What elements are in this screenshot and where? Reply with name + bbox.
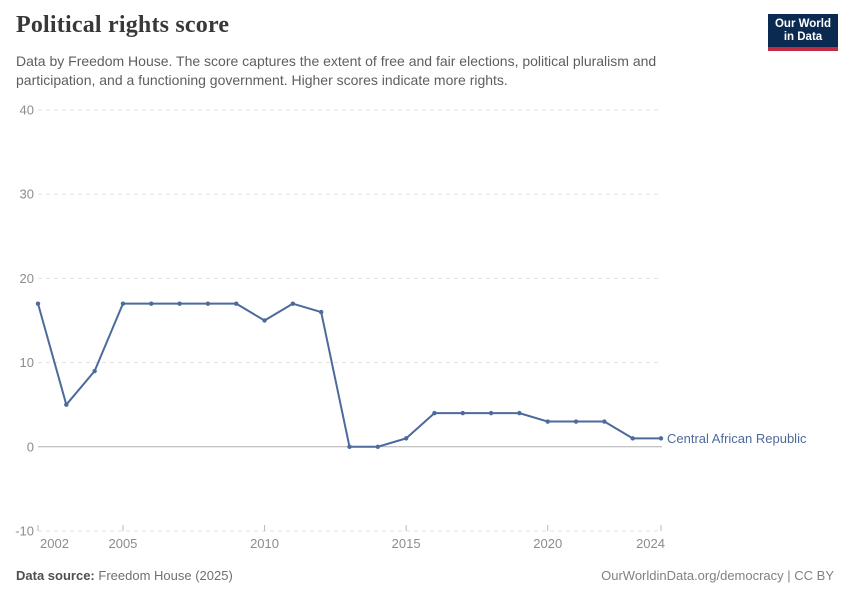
data-point — [573, 419, 579, 424]
x-axis-tick-label: 2005 — [108, 536, 137, 551]
y-axis-tick-label: 10 — [20, 355, 34, 370]
chart-subtitle: Data by Freedom House. The score capture… — [16, 52, 656, 90]
data-point — [177, 301, 182, 306]
data-point — [64, 402, 69, 407]
data-point — [120, 301, 126, 306]
y-axis-tick-label: 0 — [27, 439, 34, 454]
x-axis-tick-label: 2002 — [40, 536, 69, 551]
data-point — [658, 436, 664, 441]
data-point — [488, 410, 494, 416]
y-axis-tick-label: 40 — [20, 103, 34, 118]
data-source-label: Data source: — [16, 568, 95, 583]
data-point — [262, 318, 267, 323]
y-axis-tick-label: 20 — [20, 271, 34, 286]
data-point — [432, 410, 437, 416]
owid-logo-line1: Our World — [774, 17, 831, 30]
chart-subtitle-line1: Data by Freedom House. The score capture… — [16, 53, 657, 69]
data-point — [35, 301, 41, 306]
y-axis-tick-label: -10 — [15, 524, 34, 539]
data-point — [602, 419, 607, 424]
owid-logo-line2: in Data — [783, 30, 823, 43]
data-point — [375, 444, 381, 449]
data-point — [347, 444, 352, 449]
x-axis-tick-label: 2020 — [533, 536, 562, 551]
data-point — [149, 301, 154, 306]
data-point — [630, 436, 635, 441]
data-point — [545, 419, 550, 424]
data-source-value: Freedom House (2025) — [98, 568, 233, 583]
data-point — [517, 410, 522, 416]
x-axis-tick-label: 2024 — [636, 536, 665, 551]
data-point — [460, 410, 465, 416]
data-point — [92, 368, 97, 374]
page-title: Political rights score — [16, 12, 230, 38]
data-point — [234, 301, 239, 306]
data-point — [318, 309, 324, 315]
owid-logo: Our World in Data — [768, 14, 838, 51]
data-point — [205, 301, 211, 306]
x-axis-tick-label: 2015 — [392, 536, 421, 551]
data-point — [403, 436, 409, 441]
series-end-label: Central African Republic — [667, 431, 807, 446]
attribution: OurWorldinData.org/democracy | CC BY — [601, 568, 834, 583]
chart-subtitle-line2: participation, and a functioning governm… — [16, 72, 508, 88]
y-axis-tick-label: 30 — [20, 187, 34, 202]
x-axis-tick-label: 2010 — [250, 536, 279, 551]
data-line — [37, 302, 662, 448]
data-point — [290, 301, 296, 306]
data-source: Data source: Freedom House (2025) — [16, 568, 233, 583]
